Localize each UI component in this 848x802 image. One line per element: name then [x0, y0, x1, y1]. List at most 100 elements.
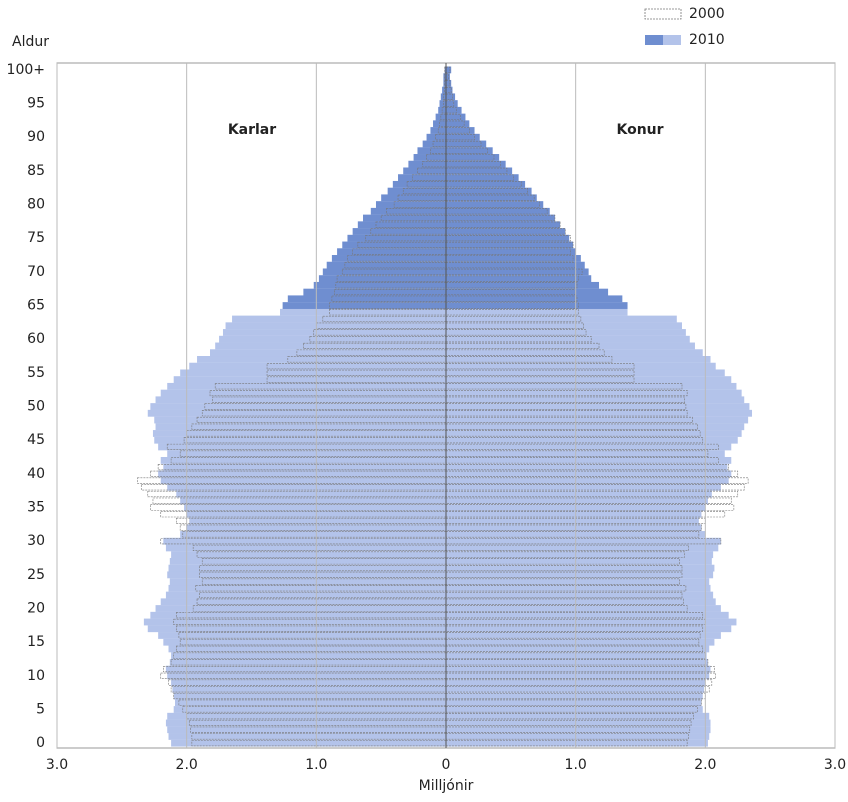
bar-2010: [446, 578, 710, 586]
bar-2010: [370, 207, 446, 215]
y-tick-label: 100+: [7, 62, 45, 78]
y-tick-label: 30: [27, 533, 45, 549]
bar-2010: [446, 430, 742, 437]
bar-2000: [445, 221, 561, 228]
bar-2010: [446, 692, 703, 700]
bar-2010: [171, 679, 446, 687]
y-tick-label: 70: [27, 264, 45, 280]
bar-2010: [442, 86, 446, 94]
x-tick-label: 2.0: [694, 757, 716, 773]
y-tick-label: 45: [27, 432, 45, 448]
bar-2000: [196, 598, 447, 605]
y-tick-label: 65: [27, 298, 45, 314]
bar-2000: [445, 342, 600, 349]
bar-2010: [168, 645, 446, 653]
bar-2000: [175, 625, 447, 632]
bar-2010: [173, 692, 446, 700]
bar-2010: [381, 194, 446, 202]
bar-2010: [232, 315, 446, 323]
bar-2000: [445, 679, 713, 686]
bar-2010: [165, 591, 447, 599]
bar-2010: [446, 174, 519, 182]
bar-2010: [392, 180, 446, 188]
x-tick-label: 2.0: [176, 757, 198, 773]
bar-2010: [446, 73, 450, 81]
bar-2000: [173, 692, 447, 700]
bar-2000: [175, 517, 447, 525]
bar-2010: [357, 221, 446, 229]
bar-2010: [160, 389, 446, 397]
y-tick-label: 10: [27, 668, 45, 684]
bar-2010: [430, 127, 446, 134]
bar-2010: [160, 477, 446, 485]
y-tick-label: 85: [27, 163, 45, 179]
bar-2010: [446, 672, 710, 680]
bar-2010: [167, 571, 446, 579]
bar-2010: [154, 436, 446, 444]
legend-swatch: [644, 8, 682, 20]
x-axis-label: Milljónir: [419, 778, 474, 794]
bar-2010: [147, 409, 446, 417]
bar-2010: [446, 221, 561, 229]
bar-2010: [446, 618, 737, 626]
legend-label: 2000: [689, 6, 725, 22]
bar-2010: [446, 611, 729, 619]
bar-2010: [165, 544, 447, 552]
bar-2010: [446, 497, 708, 505]
legend-label: 2010: [689, 32, 725, 48]
bar-2010: [446, 147, 493, 155]
bar-2010: [174, 699, 446, 707]
bar-2010: [446, 524, 702, 532]
bar-2010: [446, 120, 470, 128]
bar-2010: [173, 376, 446, 384]
bar-2000: [173, 618, 447, 626]
bar-2010: [446, 234, 570, 242]
bar-2010: [287, 295, 446, 303]
bar-2000: [175, 645, 447, 652]
bar-2010: [446, 275, 592, 283]
bar-2000: [347, 255, 447, 262]
bar-2010: [446, 201, 544, 208]
bar-2010: [446, 706, 703, 713]
bar-2010: [168, 584, 446, 592]
bar-2000: [445, 396, 685, 403]
bar-2000: [137, 477, 447, 484]
bar-2010: [446, 154, 500, 161]
bar-2000: [175, 612, 447, 619]
y-tick-label: 15: [27, 634, 45, 650]
bar-2010: [163, 638, 446, 646]
bar-2010: [446, 113, 466, 121]
bar-2000: [445, 625, 704, 632]
bar-2010: [446, 726, 711, 734]
bar-2010: [152, 430, 446, 437]
bar-2010: [446, 295, 623, 303]
bar-2010: [446, 308, 628, 316]
bar-2010: [318, 275, 446, 283]
bar-2010: [303, 288, 446, 296]
legend-swatch: [663, 35, 681, 45]
bar-2000: [445, 645, 704, 652]
bar-2000: [214, 383, 447, 390]
y-tick-label: 55: [27, 365, 45, 381]
bar-2010: [408, 160, 446, 168]
bar-2000: [445, 248, 571, 255]
bar-2000: [322, 315, 447, 323]
bar-2010: [363, 214, 446, 222]
group-label: Konur: [616, 122, 663, 138]
bar-2010: [446, 658, 708, 666]
y-tick-label: 50: [27, 399, 45, 415]
bar-2010: [446, 261, 585, 269]
bar-2010: [155, 605, 446, 612]
bar-2010: [446, 396, 745, 404]
bar-2010: [155, 423, 446, 431]
bar-2010: [446, 133, 480, 141]
bar-2000: [445, 275, 579, 282]
bar-2010: [446, 551, 714, 559]
bar-2010: [169, 658, 446, 666]
bar-2010: [165, 719, 447, 727]
bar-2010: [446, 127, 475, 134]
y-axis-label: Aldur: [12, 34, 49, 50]
bar-2010: [446, 409, 753, 417]
bar-2000: [445, 120, 465, 127]
y-tick-label: 5: [36, 701, 45, 717]
